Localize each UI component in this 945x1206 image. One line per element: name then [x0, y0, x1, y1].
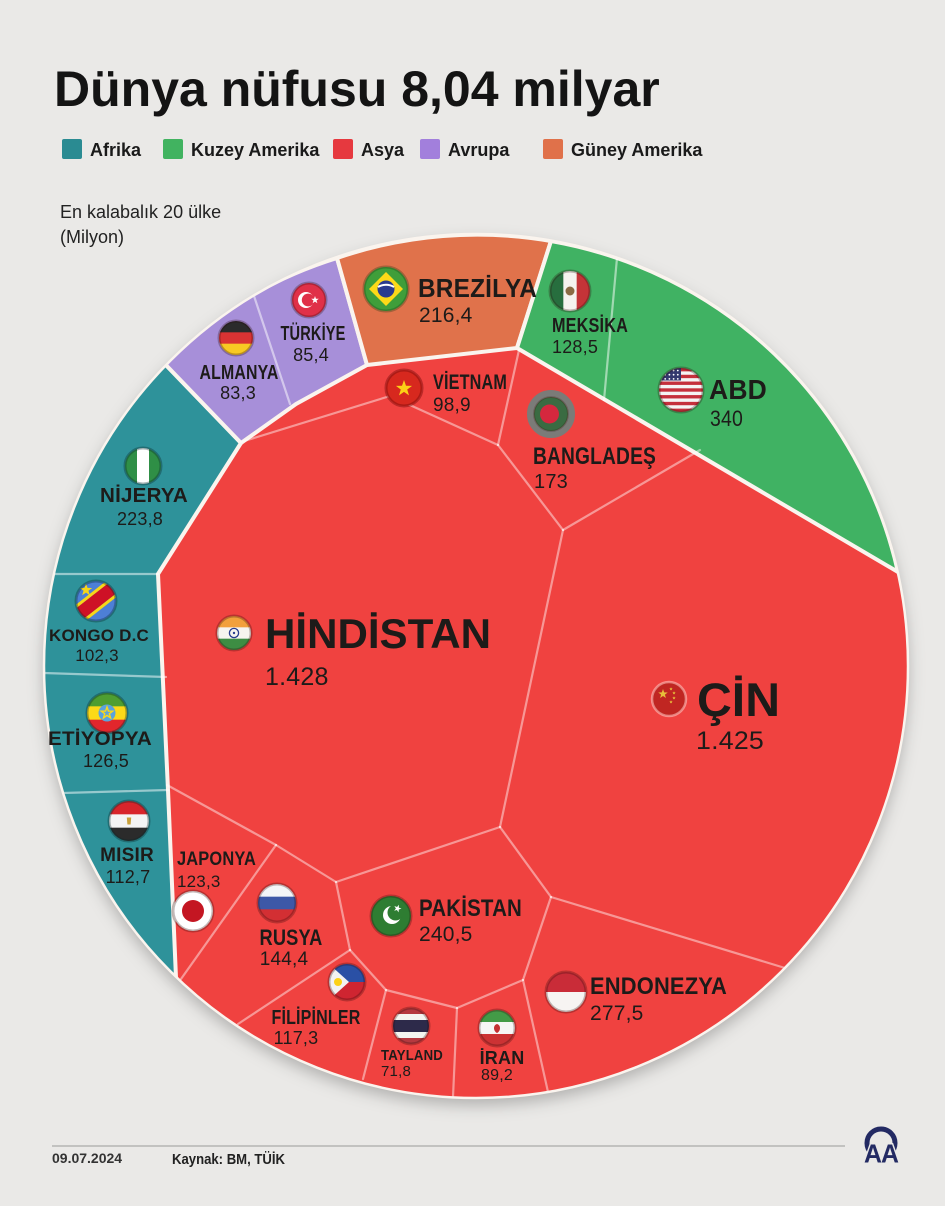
svg-text:85,4: 85,4	[293, 345, 329, 365]
svg-text:KONGO D.C: KONGO D.C	[49, 626, 149, 645]
svg-text:RUSYA: RUSYA	[260, 925, 323, 950]
svg-text:216,4: 216,4	[419, 304, 473, 327]
svg-text:223,8: 223,8	[117, 509, 163, 529]
svg-text:ALMANYA: ALMANYA	[200, 362, 279, 384]
svg-text:123,3: 123,3	[177, 872, 221, 891]
svg-text:340: 340	[710, 406, 743, 431]
svg-text:Dünya nüfusu 8,04 milyar: Dünya nüfusu 8,04 milyar	[54, 61, 660, 117]
svg-text:BANGLADEŞ: BANGLADEŞ	[533, 443, 656, 470]
svg-text:117,3: 117,3	[274, 1028, 319, 1048]
svg-text:VİETNAM: VİETNAM	[433, 371, 507, 394]
svg-text:TAYLAND: TAYLAND	[381, 1047, 443, 1064]
svg-text:71,8: 71,8	[381, 1063, 411, 1080]
svg-text:126,5: 126,5	[83, 751, 129, 771]
svg-text:Avrupa: Avrupa	[448, 140, 510, 160]
svg-text:FİLİPİNLER: FİLİPİNLER	[272, 1006, 361, 1029]
svg-text:98,9: 98,9	[433, 395, 471, 416]
svg-text:173: 173	[534, 471, 568, 493]
svg-text:112,7: 112,7	[106, 867, 151, 887]
svg-text:1.425: 1.425	[696, 727, 764, 755]
svg-text:TÜRKİYE: TÜRKİYE	[281, 322, 346, 345]
svg-text:128,5: 128,5	[552, 337, 598, 357]
svg-text:ÇİN: ÇİN	[697, 673, 780, 726]
svg-text:MISIR: MISIR	[100, 845, 154, 866]
svg-text:NİJERYA: NİJERYA	[100, 484, 188, 507]
svg-text:HİNDİSTAN: HİNDİSTAN	[265, 610, 491, 657]
svg-text:ENDONEZYA: ENDONEZYA	[590, 973, 727, 1000]
svg-text:277,5: 277,5	[590, 1002, 644, 1025]
svg-text:(Milyon): (Milyon)	[60, 227, 124, 247]
svg-text:ABD: ABD	[709, 374, 767, 405]
svg-text:BREZİLYA: BREZİLYA	[418, 273, 537, 303]
svg-text:ETİYOPYA: ETİYOPYA	[48, 729, 152, 750]
svg-text:En kalabalık 20 ülke: En kalabalık 20 ülke	[60, 202, 221, 222]
svg-text:JAPONYA: JAPONYA	[177, 849, 256, 870]
svg-text:102,3: 102,3	[75, 646, 119, 665]
svg-text:144,4: 144,4	[260, 949, 309, 970]
svg-text:240,5: 240,5	[419, 923, 473, 946]
svg-text:83,3: 83,3	[220, 383, 256, 403]
svg-text:İRAN: İRAN	[480, 1048, 525, 1068]
svg-text:Güney Amerika: Güney Amerika	[571, 140, 703, 160]
svg-text:AA: AA	[864, 1139, 899, 1169]
svg-text:89,2: 89,2	[481, 1067, 513, 1084]
svg-text:Kaynak: BM, TÜİK: Kaynak: BM, TÜİK	[172, 1151, 285, 1168]
svg-text:Asya: Asya	[361, 140, 405, 160]
svg-text:Kuzey Amerika: Kuzey Amerika	[191, 140, 320, 160]
svg-text:09.07.2024: 09.07.2024	[52, 1150, 122, 1166]
svg-text:MEKSİKA: MEKSİKA	[552, 314, 628, 337]
svg-text:1.428: 1.428	[265, 663, 329, 691]
svg-text:PAKİSTAN: PAKİSTAN	[419, 895, 522, 922]
svg-text:Afrika: Afrika	[90, 140, 142, 160]
